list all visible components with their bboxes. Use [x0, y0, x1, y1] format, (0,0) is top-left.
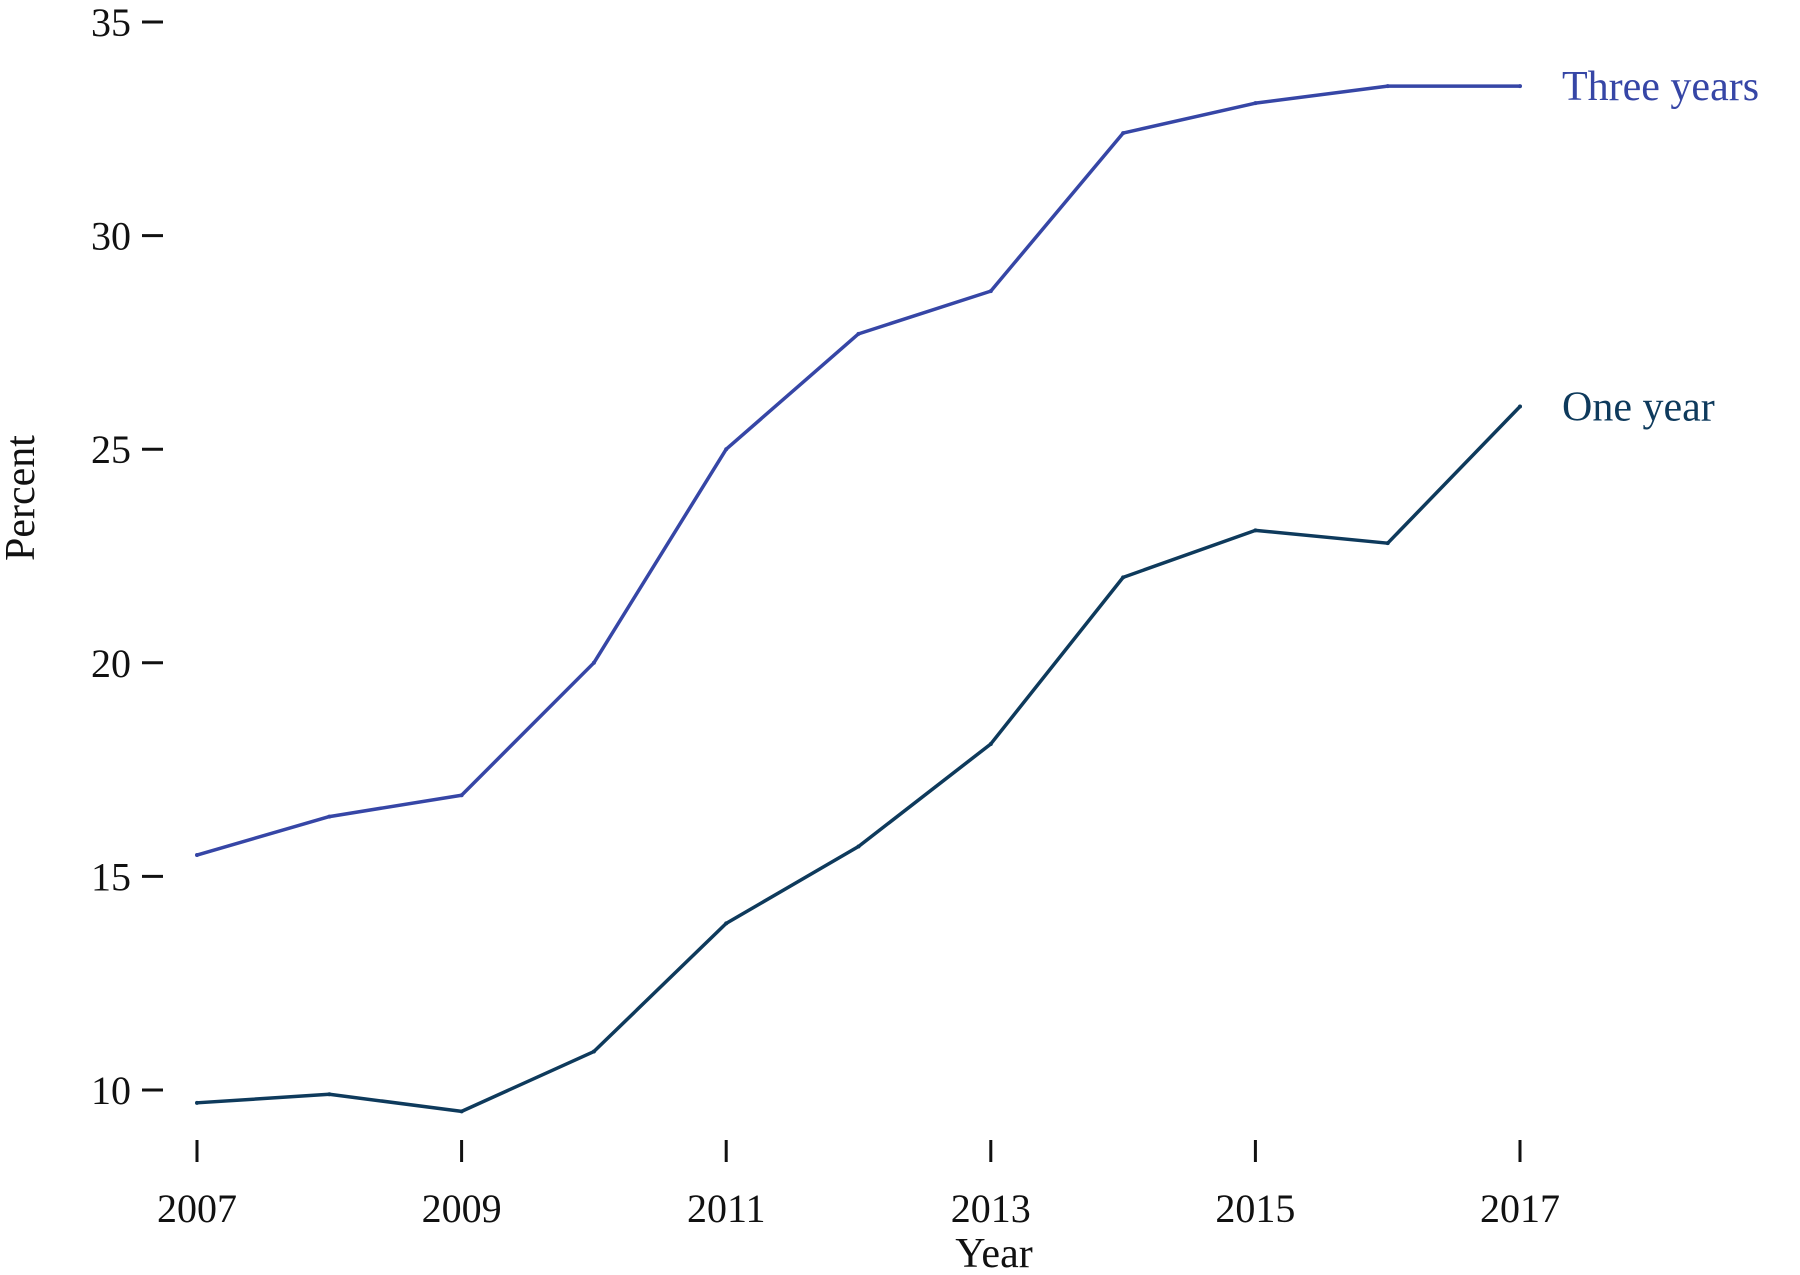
data-point-one-year: [1385, 541, 1390, 546]
data-point-one-year: [1121, 575, 1126, 580]
data-point-three-years: [195, 853, 199, 858]
data-point-one-year: [1253, 528, 1258, 533]
y-tick-label: 15: [91, 854, 131, 899]
data-point-one-year: [856, 844, 861, 849]
x-tick-label: 2017: [1480, 1186, 1560, 1231]
data-point-one-year: [195, 1100, 199, 1105]
data-point-one-year: [1518, 404, 1522, 409]
data-point-three-years: [459, 793, 464, 798]
data-point-one-year: [724, 921, 729, 926]
x-tick-label: 2011: [687, 1186, 766, 1231]
data-point-three-years: [1385, 84, 1390, 89]
series-label-one-year: One year: [1562, 384, 1715, 430]
data-point-three-years: [1253, 101, 1258, 106]
y-tick-label: 35: [91, 0, 131, 45]
y-tick-label: 10: [91, 1068, 131, 1113]
data-point-three-years: [327, 814, 332, 819]
series-label-three-years: Three years: [1562, 64, 1759, 110]
x-axis: 2007 2009 2011 2013 2015 2017: [157, 1140, 1560, 1231]
x-tick-label: 2009: [422, 1186, 502, 1231]
y-axis-title: Percent: [0, 435, 44, 561]
data-point-one-year: [591, 1049, 596, 1054]
data-point-three-years: [1121, 131, 1126, 136]
series-layer: Three years One year: [195, 64, 1759, 1114]
x-tick-label: 2013: [951, 1186, 1031, 1231]
y-tick-label: 30: [91, 214, 131, 259]
data-point-three-years: [1518, 84, 1522, 89]
series-line-one-year: [195, 404, 1522, 1114]
x-axis-title: Year: [955, 1231, 1032, 1275]
series-line-three-years: [195, 84, 1522, 857]
data-point-one-year: [459, 1109, 464, 1114]
y-tick-label: 20: [91, 641, 131, 686]
y-tick-label: 25: [91, 427, 131, 472]
data-point-three-years: [724, 447, 729, 452]
data-point-three-years: [591, 660, 596, 665]
x-tick-label: 2007: [157, 1186, 237, 1231]
y-axis: 10 15 20 25 30 35: [91, 0, 163, 1113]
data-point-three-years: [988, 289, 993, 294]
x-tick-label: 2015: [1215, 1186, 1295, 1231]
data-point-one-year: [988, 741, 993, 746]
data-point-three-years: [856, 331, 861, 336]
data-point-one-year: [327, 1092, 332, 1097]
